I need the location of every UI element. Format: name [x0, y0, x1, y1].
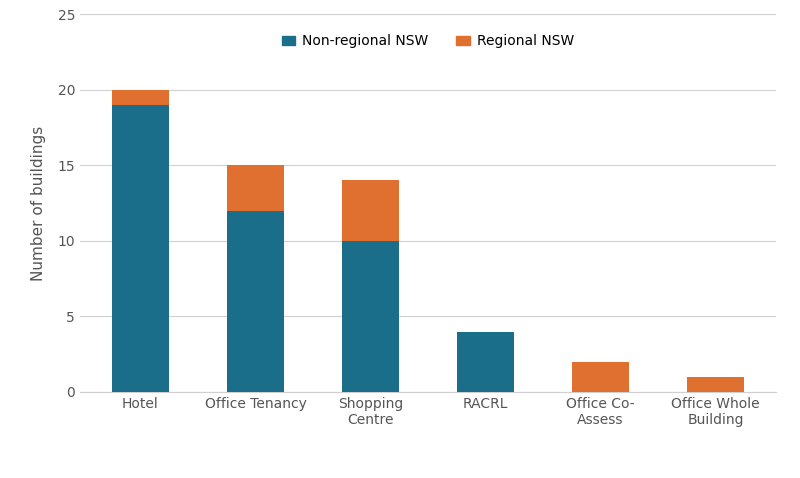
Bar: [687, 377, 744, 392]
Bar: [457, 332, 514, 392]
Y-axis label: Number of buildings: Number of buildings: [31, 126, 46, 281]
Legend: Non-regional NSW, Regional NSW: Non-regional NSW, Regional NSW: [276, 29, 580, 54]
Bar: [112, 90, 169, 105]
Bar: [226, 211, 284, 392]
Bar: [572, 362, 630, 392]
Bar: [342, 241, 399, 392]
Bar: [226, 165, 284, 211]
Bar: [342, 181, 399, 241]
Bar: [112, 105, 169, 392]
